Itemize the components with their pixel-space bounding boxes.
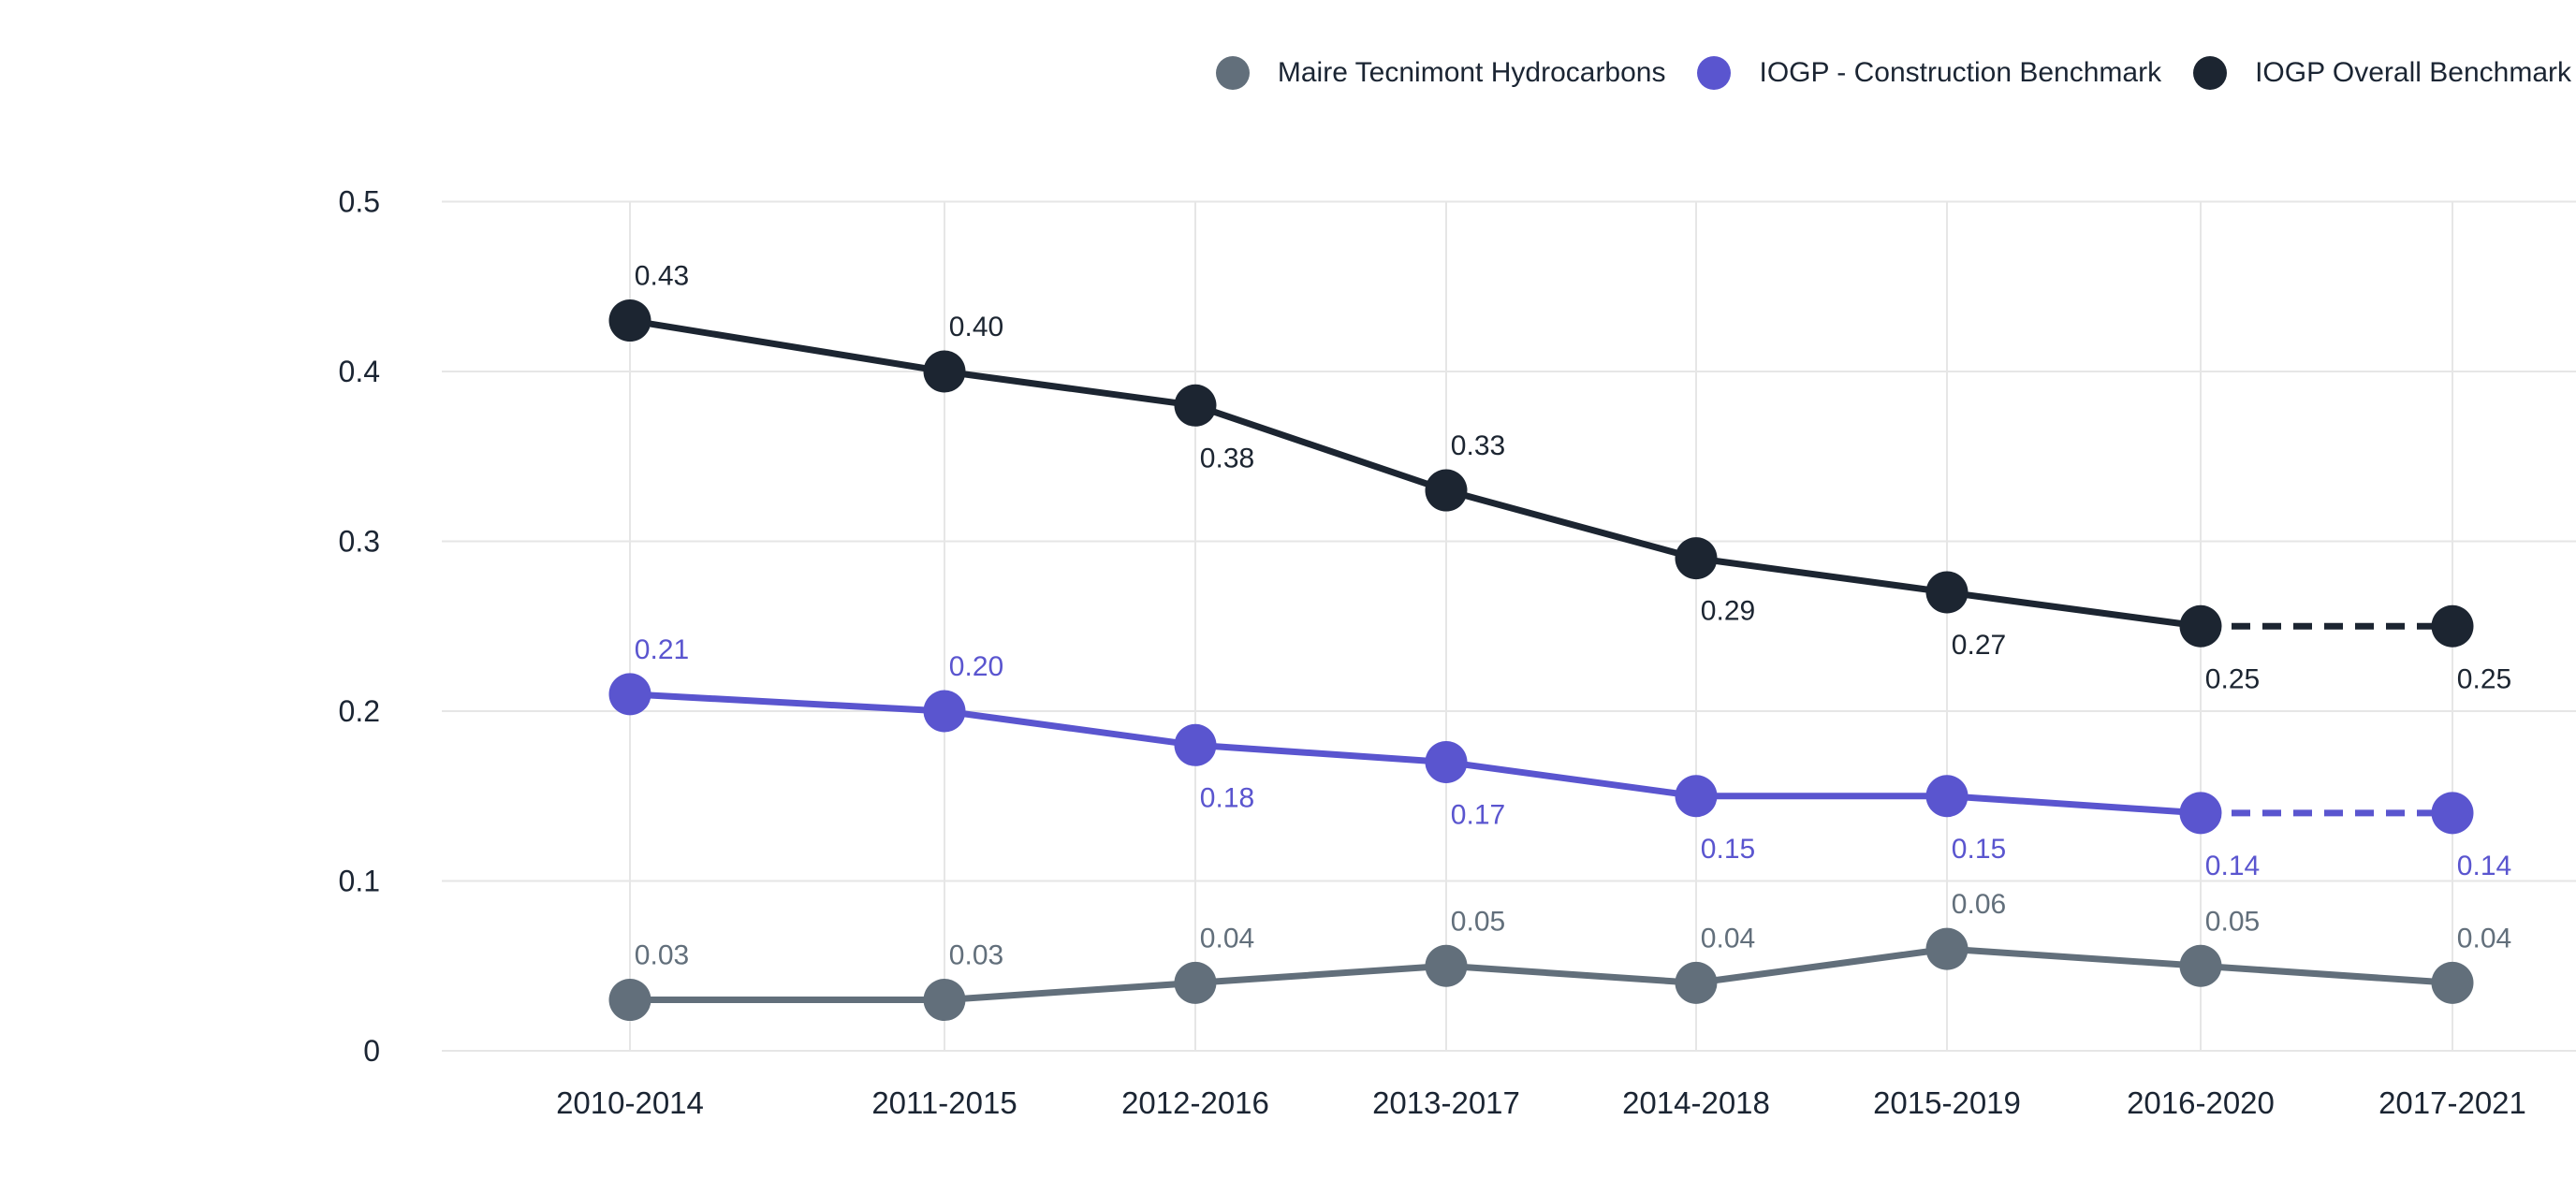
point-value-label: 0.18 bbox=[1200, 782, 1254, 813]
data-point[interactable] bbox=[1675, 537, 1718, 580]
x-tick-label: 2013-2017 bbox=[1372, 1085, 1520, 1120]
data-point[interactable] bbox=[2179, 944, 2222, 987]
point-value-label: 0.38 bbox=[1200, 443, 1254, 473]
chart-legend: Maire Tecnimont Hydrocarbons IOGP - Cons… bbox=[1215, 0, 2571, 146]
point-value-label: 0.43 bbox=[635, 261, 689, 292]
y-tick-label: 0.4 bbox=[339, 355, 380, 388]
data-point[interactable] bbox=[1925, 571, 1969, 614]
y-tick-label: 0 bbox=[363, 1034, 380, 1068]
point-value-label: 0.25 bbox=[2457, 663, 2511, 694]
point-value-label: 0.04 bbox=[1701, 923, 1755, 953]
x-tick-label: 2016-2020 bbox=[2127, 1085, 2275, 1120]
point-value-label: 0.03 bbox=[949, 940, 1003, 971]
legend-item-maire-tecnimont[interactable]: Maire Tecnimont Hydrocarbons bbox=[1215, 56, 1666, 90]
data-point[interactable] bbox=[1174, 723, 1217, 766]
legend-dot-black bbox=[2193, 56, 2228, 90]
point-value-label: 0.06 bbox=[1952, 889, 2006, 920]
data-point[interactable] bbox=[2431, 604, 2474, 648]
data-point[interactable] bbox=[2431, 792, 2474, 835]
data-point[interactable] bbox=[608, 299, 651, 342]
point-value-label: 0.15 bbox=[1701, 834, 1755, 865]
x-tick-label: 2015-2019 bbox=[1873, 1085, 2021, 1120]
data-point[interactable] bbox=[1675, 775, 1718, 818]
y-tick-label: 0.3 bbox=[339, 525, 380, 559]
point-value-label: 0.21 bbox=[635, 634, 689, 665]
data-point[interactable] bbox=[923, 690, 966, 733]
point-value-label: 0.33 bbox=[1451, 430, 1505, 461]
point-value-label: 0.03 bbox=[635, 940, 689, 971]
data-point[interactable] bbox=[1425, 944, 1468, 987]
legend-label: Maire Tecnimont Hydrocarbons bbox=[1277, 57, 1666, 88]
data-point[interactable] bbox=[608, 979, 651, 1022]
point-value-label: 0.05 bbox=[2205, 906, 2260, 937]
point-value-label: 0.20 bbox=[949, 651, 1003, 682]
data-point[interactable] bbox=[2179, 604, 2222, 648]
data-point[interactable] bbox=[1675, 961, 1718, 1004]
data-point[interactable] bbox=[2431, 961, 2474, 1004]
point-value-label: 0.04 bbox=[2457, 923, 2511, 953]
series-line bbox=[629, 317, 2202, 630]
point-value-label: 0.27 bbox=[1952, 630, 2006, 661]
point-value-label: 0.14 bbox=[2205, 851, 2260, 881]
data-point[interactable] bbox=[1425, 740, 1468, 783]
point-value-label: 0.05 bbox=[1451, 906, 1505, 937]
data-point[interactable] bbox=[1425, 469, 1468, 512]
legend-label: IOGP - Construction Benchmark bbox=[1759, 57, 2162, 88]
x-tick-label: 2014-2018 bbox=[1622, 1085, 1770, 1120]
data-point[interactable] bbox=[1925, 927, 1969, 970]
legend-item-iogp-overall[interactable]: IOGP Overall Benchmark bbox=[2193, 56, 2571, 90]
point-value-label: 0.25 bbox=[2205, 663, 2260, 694]
point-value-label: 0.29 bbox=[1701, 596, 1755, 627]
data-point[interactable] bbox=[923, 350, 966, 393]
data-point[interactable] bbox=[1174, 384, 1217, 427]
legend-dot-purple bbox=[1697, 56, 1732, 90]
data-point[interactable] bbox=[608, 673, 651, 716]
data-point[interactable] bbox=[1925, 775, 1969, 818]
data-point[interactable] bbox=[923, 979, 966, 1022]
legend-dot-gray bbox=[1215, 56, 1250, 90]
y-tick-label: 0.5 bbox=[339, 185, 380, 219]
data-point[interactable] bbox=[2179, 792, 2222, 835]
point-value-label: 0.15 bbox=[1952, 834, 2006, 865]
x-tick-label: 2012-2016 bbox=[1121, 1085, 1269, 1120]
point-value-label: 0.04 bbox=[1200, 923, 1254, 953]
series-line bbox=[630, 945, 2453, 1004]
x-tick-label: 2017-2021 bbox=[2378, 1085, 2526, 1120]
y-tick-label: 0.2 bbox=[339, 694, 380, 728]
point-value-label: 0.40 bbox=[949, 312, 1003, 342]
legend-item-iogp-construction[interactable]: IOGP - Construction Benchmark bbox=[1697, 56, 2161, 90]
data-point[interactable] bbox=[1174, 961, 1217, 1004]
legend-label: IOGP Overall Benchmark bbox=[2255, 57, 2571, 88]
point-value-label: 0.14 bbox=[2457, 851, 2511, 881]
point-value-label: 0.17 bbox=[1451, 799, 1505, 830]
y-tick-label: 0.1 bbox=[339, 865, 380, 898]
x-tick-label: 2011-2015 bbox=[871, 1085, 1017, 1120]
x-tick-label: 2010-2014 bbox=[556, 1085, 704, 1120]
